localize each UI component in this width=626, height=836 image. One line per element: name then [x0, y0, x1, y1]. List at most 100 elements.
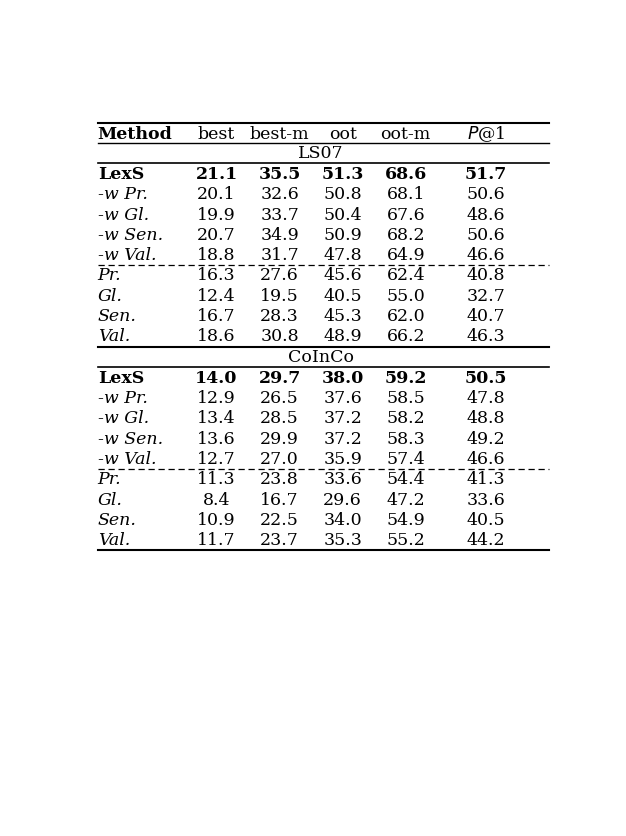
- Text: 59.2: 59.2: [384, 370, 427, 387]
- Text: 51.7: 51.7: [464, 166, 507, 183]
- Text: 12.4: 12.4: [197, 288, 236, 304]
- Text: -w Pr.: -w Pr.: [98, 186, 148, 203]
- Text: 55.0: 55.0: [386, 288, 425, 304]
- Text: CoInCo: CoInCo: [288, 349, 354, 365]
- Text: 40.8: 40.8: [466, 268, 505, 284]
- Text: 19.9: 19.9: [197, 206, 236, 223]
- Text: 31.7: 31.7: [260, 247, 299, 264]
- Text: 23.7: 23.7: [260, 532, 299, 549]
- Text: 37.2: 37.2: [323, 431, 362, 447]
- Text: 68.2: 68.2: [386, 227, 425, 244]
- Text: 47.2: 47.2: [386, 492, 425, 508]
- Text: $\it{P}$@1: $\it{P}$@1: [466, 124, 505, 144]
- Text: 32.7: 32.7: [466, 288, 505, 304]
- Text: 34.9: 34.9: [260, 227, 299, 244]
- Text: -w Sen.: -w Sen.: [98, 227, 163, 244]
- Text: best-m: best-m: [250, 125, 309, 142]
- Text: 45.6: 45.6: [324, 268, 362, 284]
- Text: -w Gl.: -w Gl.: [98, 410, 149, 427]
- Text: 46.6: 46.6: [466, 451, 505, 468]
- Text: 48.9: 48.9: [324, 329, 362, 345]
- Text: 27.6: 27.6: [260, 268, 299, 284]
- Text: 46.6: 46.6: [466, 247, 505, 264]
- Text: Sen.: Sen.: [98, 512, 136, 529]
- Text: 50.4: 50.4: [324, 206, 362, 223]
- Text: 20.7: 20.7: [197, 227, 236, 244]
- Text: 14.0: 14.0: [195, 370, 238, 387]
- Text: 58.2: 58.2: [386, 410, 425, 427]
- Text: 18.6: 18.6: [197, 329, 236, 345]
- Text: 45.3: 45.3: [323, 308, 362, 325]
- Text: 10.9: 10.9: [197, 512, 236, 529]
- Text: 29.7: 29.7: [259, 370, 300, 387]
- Text: Pr.: Pr.: [98, 268, 121, 284]
- Text: best: best: [198, 125, 235, 142]
- Text: 35.3: 35.3: [323, 532, 362, 549]
- Text: 28.3: 28.3: [260, 308, 299, 325]
- Text: 41.3: 41.3: [466, 472, 505, 488]
- Text: LexS: LexS: [98, 166, 144, 183]
- Text: LS07: LS07: [298, 145, 344, 161]
- Text: 47.8: 47.8: [324, 247, 362, 264]
- Text: 11.3: 11.3: [197, 472, 236, 488]
- Text: 40.7: 40.7: [466, 308, 505, 325]
- Text: 16.3: 16.3: [197, 268, 236, 284]
- Text: 44.2: 44.2: [466, 532, 505, 549]
- Text: 35.5: 35.5: [259, 166, 300, 183]
- Text: Pr.: Pr.: [98, 472, 121, 488]
- Text: 33.6: 33.6: [466, 492, 505, 508]
- Text: 34.0: 34.0: [324, 512, 362, 529]
- Text: 29.6: 29.6: [323, 492, 362, 508]
- Text: 62.0: 62.0: [386, 308, 425, 325]
- Text: 67.6: 67.6: [386, 206, 425, 223]
- Text: 58.3: 58.3: [386, 431, 425, 447]
- Text: 22.5: 22.5: [260, 512, 299, 529]
- Text: 30.8: 30.8: [260, 329, 299, 345]
- Text: 49.2: 49.2: [466, 431, 505, 447]
- Text: 27.0: 27.0: [260, 451, 299, 468]
- Text: Gl.: Gl.: [98, 288, 123, 304]
- Text: 50.5: 50.5: [464, 370, 507, 387]
- Text: Val.: Val.: [98, 532, 130, 549]
- Text: oot-m: oot-m: [381, 125, 431, 142]
- Text: 11.7: 11.7: [197, 532, 236, 549]
- Text: Val.: Val.: [98, 329, 130, 345]
- Text: 38.0: 38.0: [322, 370, 364, 387]
- Text: LexS: LexS: [98, 370, 144, 387]
- Text: Gl.: Gl.: [98, 492, 123, 508]
- Text: 46.3: 46.3: [466, 329, 505, 345]
- Text: -w Pr.: -w Pr.: [98, 390, 148, 407]
- Text: 37.2: 37.2: [323, 410, 362, 427]
- Text: 33.7: 33.7: [260, 206, 299, 223]
- Text: 64.9: 64.9: [386, 247, 425, 264]
- Text: 35.9: 35.9: [323, 451, 362, 468]
- Text: 29.9: 29.9: [260, 431, 299, 447]
- Text: 20.1: 20.1: [197, 186, 236, 203]
- Text: 40.5: 40.5: [324, 288, 362, 304]
- Text: 48.6: 48.6: [466, 206, 505, 223]
- Text: 47.8: 47.8: [466, 390, 505, 407]
- Text: 32.6: 32.6: [260, 186, 299, 203]
- Text: 23.8: 23.8: [260, 472, 299, 488]
- Text: 66.2: 66.2: [386, 329, 425, 345]
- Text: -w Val.: -w Val.: [98, 247, 156, 264]
- Text: 12.7: 12.7: [197, 451, 236, 468]
- Text: 16.7: 16.7: [197, 308, 236, 325]
- Text: 54.9: 54.9: [386, 512, 425, 529]
- Text: 12.9: 12.9: [197, 390, 236, 407]
- Text: 40.5: 40.5: [466, 512, 505, 529]
- Text: 37.6: 37.6: [323, 390, 362, 407]
- Text: 13.4: 13.4: [197, 410, 236, 427]
- Text: -w Gl.: -w Gl.: [98, 206, 149, 223]
- Text: Method: Method: [98, 125, 172, 142]
- Text: oot: oot: [329, 125, 357, 142]
- Text: 19.5: 19.5: [260, 288, 299, 304]
- Text: -w Sen.: -w Sen.: [98, 431, 163, 447]
- Text: 18.8: 18.8: [197, 247, 236, 264]
- Text: 68.1: 68.1: [386, 186, 425, 203]
- Text: Sen.: Sen.: [98, 308, 136, 325]
- Text: 28.5: 28.5: [260, 410, 299, 427]
- Text: 54.4: 54.4: [386, 472, 425, 488]
- Text: 48.8: 48.8: [466, 410, 505, 427]
- Text: 8.4: 8.4: [203, 492, 230, 508]
